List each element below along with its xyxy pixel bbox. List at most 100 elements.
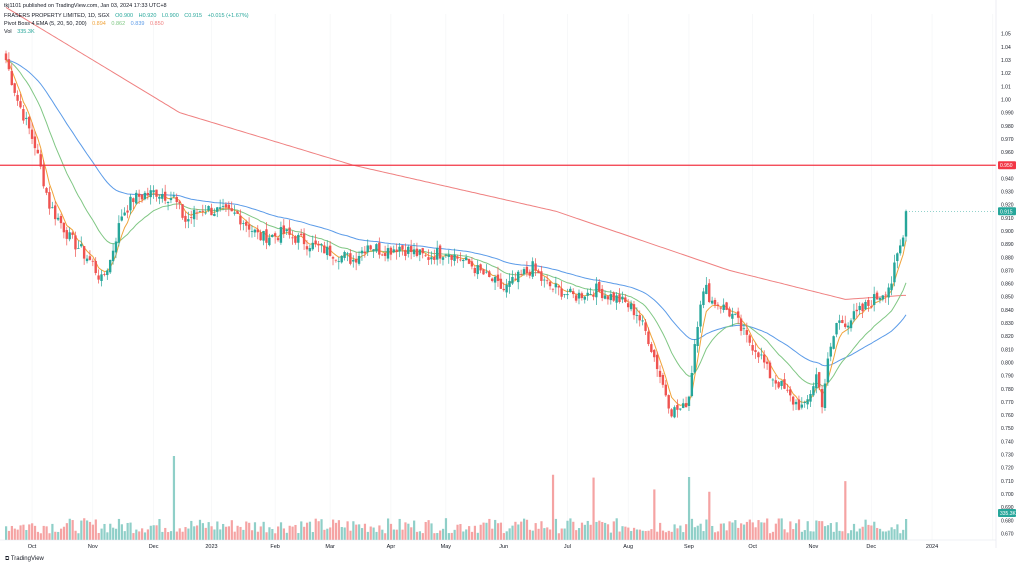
volume-bar (656, 531, 659, 540)
volume-bar (838, 530, 841, 540)
y-tick-label: 0.680 (1001, 518, 1014, 524)
x-tick-label: May (441, 544, 452, 550)
candle-body (771, 379, 775, 381)
volume-bar (219, 529, 222, 540)
volume-bar (731, 522, 734, 540)
volume-bar (132, 533, 135, 540)
candle-body (279, 227, 283, 243)
candle-body (19, 101, 22, 108)
candle-body (282, 225, 286, 234)
candle-body (187, 219, 190, 222)
volume-bar (523, 518, 526, 540)
candle-body (867, 299, 870, 306)
x-axis[interactable]: Oct Nov Dec 2023 Feb Mar Apr May Jun Jul Aug Sep Oct… (0, 539, 996, 550)
volume-bar (155, 525, 158, 540)
volume-bar (789, 521, 792, 540)
volume-bar (621, 526, 624, 540)
volume-legend-value: 335.3K (17, 29, 35, 35)
y-tick-label: 0.900 (1001, 229, 1014, 235)
candle-body (482, 269, 485, 275)
candle-body (664, 384, 668, 396)
volume-bar (143, 532, 147, 540)
tradingview-logo[interactable]: ⧉ TradingView (5, 556, 44, 563)
hline-price-badge-text: 0.950 (1000, 163, 1013, 169)
candle-body (378, 242, 381, 255)
volume-bar (91, 524, 95, 540)
volume-bar (745, 521, 749, 540)
candle-body (7, 59, 11, 70)
volume-bar (71, 520, 74, 540)
candle-body (62, 222, 66, 233)
volume-bar (708, 491, 711, 540)
candle-body (297, 234, 300, 243)
candle-body (172, 195, 176, 197)
horizontal-line[interactable] (0, 164, 996, 212)
volume-bar (465, 529, 468, 540)
candle-body (522, 269, 526, 275)
volume-bar (74, 530, 77, 540)
y-axis[interactable]: 1.05 1.04 1.03 1.02 1.01 1.00 0.990 0.980 0.970 0… (995, 0, 1017, 548)
y-tick-label: 1.03 (1001, 58, 1011, 64)
volume-bar (673, 524, 676, 540)
candle-body (490, 278, 494, 281)
volume-bar (363, 523, 367, 540)
candle-body (693, 344, 696, 373)
volume-bar (768, 533, 772, 540)
y-tick-label: 0.830 (1001, 321, 1014, 327)
y-tick-label: 0.750 (1001, 426, 1014, 432)
candle-body (809, 394, 812, 402)
volume-bar (473, 525, 477, 540)
candle-body (884, 294, 887, 296)
symbol-name[interactable]: FRASERS PROPERTY LIMITED, 1D, SGX (4, 13, 110, 19)
volume-bar (329, 527, 332, 540)
volume-bar (511, 525, 514, 540)
volume-bar (554, 518, 558, 540)
volume-bar (323, 529, 326, 540)
y-tick-label: 0.760 (1001, 413, 1014, 419)
volume-bar (25, 530, 28, 540)
volume-bar (31, 523, 34, 540)
y-tick-label: 0.670 (1001, 531, 1014, 537)
ema-legend-label[interactable]: Pivot Boss 4 EMA (5, 20, 50, 200) (4, 21, 87, 27)
volume-bar (343, 527, 346, 540)
volume-bar (332, 519, 335, 540)
candle-body (169, 198, 173, 201)
volume-legend-label[interactable]: Vol (4, 29, 12, 35)
candle-body (505, 284, 508, 293)
volume-bar (754, 527, 757, 540)
volume-bar (245, 521, 248, 540)
candle-body (855, 309, 859, 312)
candle-body (806, 399, 809, 405)
candle-body (129, 196, 132, 211)
volume-bar (702, 531, 705, 540)
candle-body (236, 211, 239, 214)
candle-body (210, 207, 213, 216)
candle-body (198, 211, 202, 213)
volume-bar (667, 530, 670, 540)
volume-bar (381, 529, 384, 540)
candle-body (230, 208, 233, 212)
volume-bar (33, 525, 37, 540)
x-tick-label: Feb (270, 544, 279, 550)
candle-body (158, 196, 161, 199)
volume-bar (482, 522, 485, 540)
candle-body (887, 287, 890, 298)
volume-bar (193, 526, 196, 540)
candle-body (349, 253, 352, 264)
volume-bar (858, 528, 861, 540)
volume-bar (80, 520, 83, 540)
volume-bar (259, 526, 262, 540)
volume-bar (679, 525, 682, 540)
volume-bar (410, 527, 413, 540)
volume-bar (103, 523, 106, 540)
ohlc-change: +0.015 (+1.67%) (207, 13, 249, 19)
candle-body (878, 298, 882, 300)
candle-body (459, 259, 462, 261)
volume-bar (360, 528, 364, 540)
y-tick-label: 0.920 (1001, 203, 1014, 209)
volume-bar (123, 531, 126, 540)
candle-body (786, 389, 789, 391)
ema200-line (5, 6, 906, 300)
